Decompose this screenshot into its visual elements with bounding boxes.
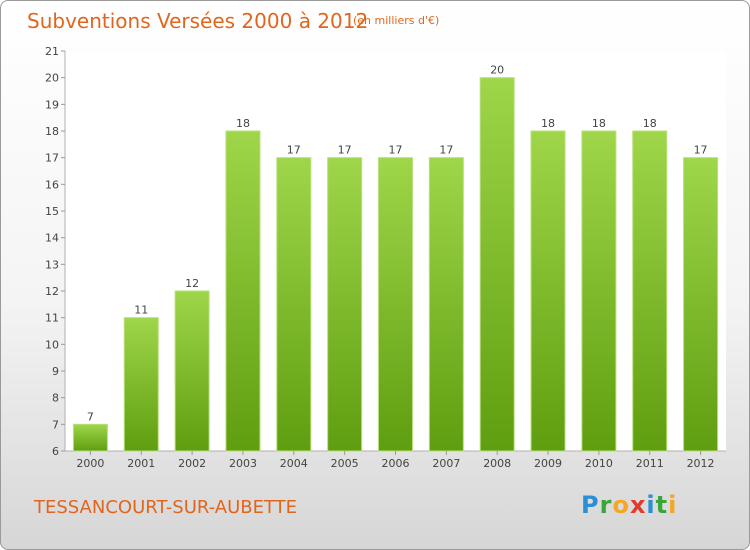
y-tick-label: 10 [45,338,59,351]
y-tick-label: 17 [45,152,59,165]
x-tick-label: 2012 [687,457,715,470]
y-tick-label: 7 [52,418,59,431]
bar-2002 [174,290,210,452]
x-tick-label: 2010 [585,457,613,470]
x-tick-label: 2008 [483,457,511,470]
x-tick-label: 2011 [636,457,664,470]
bar-value-label: 20 [490,64,504,77]
bar-2009 [530,130,566,452]
y-tick-label: 9 [52,365,59,378]
bar-2001 [123,317,159,452]
bar-2012 [683,157,719,452]
x-tick-label: 2002 [178,457,206,470]
bar-2006 [378,157,413,452]
bar-group: 7 2000 11 2001 12 2002 18 2003 17 2004 17 2005 17 200… [72,64,719,470]
bar-value-label: 17 [694,144,708,157]
y-tick-group: 6 7 8 9 10 11 12 13 14 15 16 17 18 19 20 21 [45,45,65,458]
x-tick-label: 2007 [432,457,460,470]
bar-2010 [581,130,617,452]
bar-2007 [428,157,464,452]
bar-2003 [225,130,261,452]
y-tick-label: 19 [45,98,59,111]
chart-subtitle: (en milliers d'€) [353,14,440,27]
y-tick-label: 12 [45,285,59,298]
commune-name: TESSANCOURT-SUR-AUBETTE [34,497,298,518]
y-tick-label: 18 [45,125,59,138]
bar-value-label: 17 [389,144,403,157]
bar-value-label: 17 [439,144,453,157]
logo-letter: i [646,491,656,519]
logo-letter: P [581,491,600,519]
logo-letter: x [629,491,647,519]
y-tick-label: 11 [45,312,59,325]
x-tick-label: 2003 [229,457,257,470]
y-tick-label: 21 [45,45,59,58]
x-tick-label: 2005 [331,457,359,470]
bar-value-label: 18 [236,117,250,130]
bar-value-label: 18 [643,117,657,130]
y-tick-label: 20 [45,72,59,85]
bar-2005 [327,157,363,452]
logo-letter: r [599,491,613,519]
logo-letter: i [668,491,678,519]
bar-value-label: 11 [134,304,148,317]
bar-2000 [72,423,108,452]
y-tick-label: 13 [45,258,59,271]
y-tick-label: 8 [52,392,59,405]
y-tick-label: 15 [45,205,59,218]
y-tick-label: 16 [45,178,59,191]
y-tick-label: 6 [52,445,59,458]
bar-value-label: 18 [541,117,555,130]
bar-2004 [276,157,312,452]
x-tick-label: 2009 [534,457,562,470]
bar-value-label: 17 [287,144,301,157]
bar-value-label: 17 [338,144,352,157]
x-tick-label: 2006 [382,457,410,470]
proxiti-logo: Proxiti [581,491,677,519]
y-tick-label: 14 [45,232,59,245]
bar-2011 [632,130,668,452]
logo-letter: t [655,491,669,519]
bar-value-label: 12 [185,277,199,290]
bar-2008 [479,77,515,452]
bar-value-label: 7 [87,410,94,423]
x-tick-label: 2001 [127,457,155,470]
logo-letter: o [612,491,630,519]
chart-title: Subventions Versées 2000 à 2012 [27,9,369,33]
bar-value-label: 18 [592,117,606,130]
x-tick-label: 2000 [76,457,104,470]
x-tick-label: 2004 [280,457,308,470]
